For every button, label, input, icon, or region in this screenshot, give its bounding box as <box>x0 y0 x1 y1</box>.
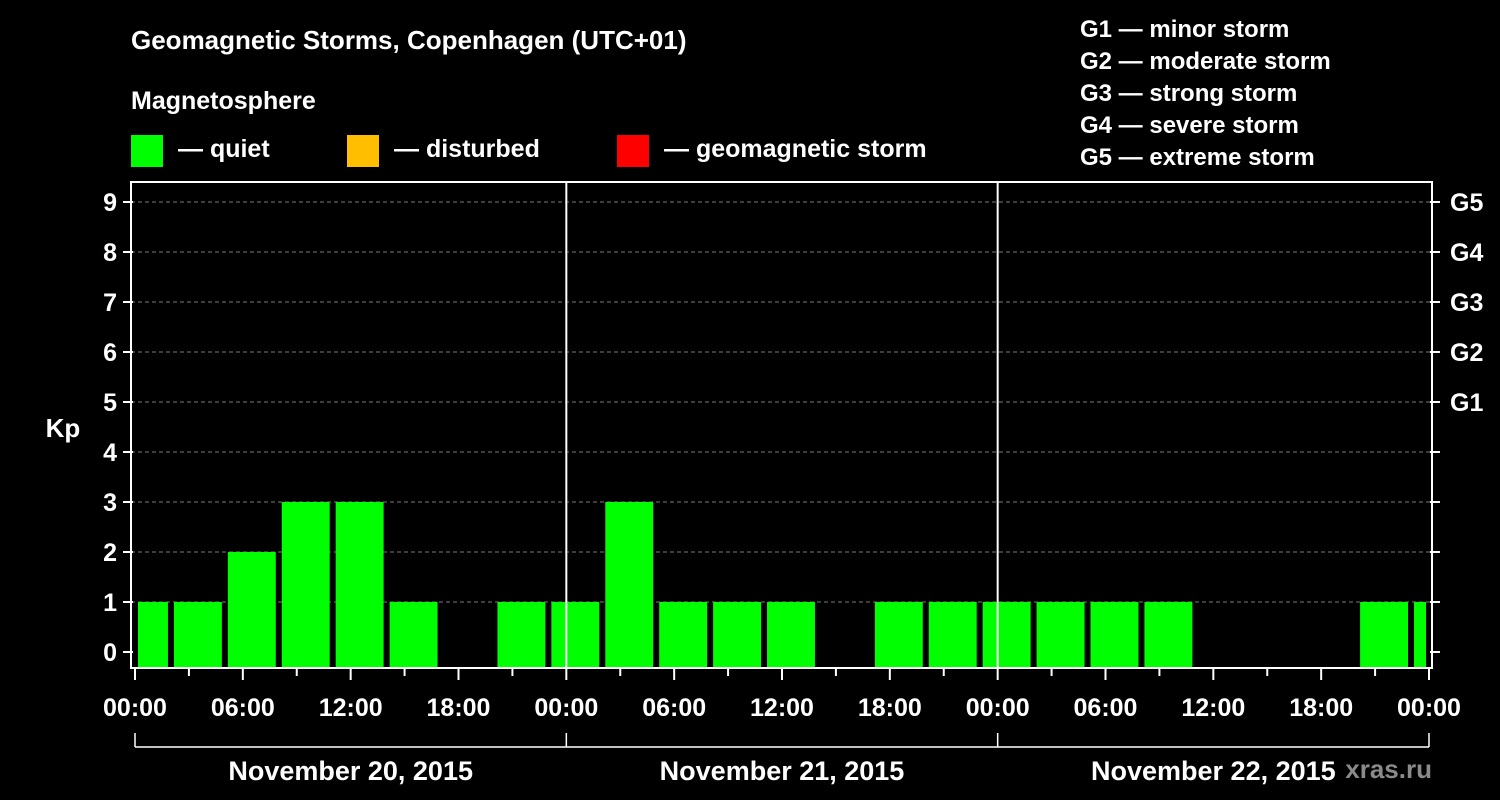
chart-marks: 0 1 2 3 4 5 6 7 8 9 G1 G2 G3 G4 G5 00:00 06:00 12:00 18:00… <box>103 181 1483 786</box>
legend-label-quiet: — quiet <box>178 135 270 163</box>
y-axis-label: Kp <box>46 413 81 443</box>
x-tick-label-1: 06:00 <box>211 694 275 722</box>
bar-17 <box>1144 602 1193 668</box>
x-tick-label-8: 00:00 <box>966 694 1030 722</box>
legend-label-storm: — geomagnetic storm <box>664 135 927 163</box>
right-label-g3: G3 <box>1450 289 1483 317</box>
bar-9 <box>659 602 708 668</box>
x-tick-label-9: 06:00 <box>1074 694 1138 722</box>
x-tick-label-12: 00:00 <box>1397 694 1461 722</box>
bar-7 <box>551 602 600 668</box>
y-tick-label-9: 9 <box>103 189 117 217</box>
bar-12 <box>874 602 923 668</box>
right-label-g5: G5 <box>1450 189 1483 217</box>
y-tick-label-0: 0 <box>103 639 117 667</box>
y-tick-label-1: 1 <box>103 589 117 617</box>
bar-11 <box>767 602 815 668</box>
x-tick-label-0: 00:00 <box>103 694 167 722</box>
bar-4 <box>335 502 384 668</box>
day-label-1: November 21, 2015 <box>660 756 905 786</box>
x-tick-label-7: 18:00 <box>858 694 922 722</box>
storm-scale-g4: G4 — severe storm <box>1080 112 1299 139</box>
right-label-g1: G1 <box>1450 389 1483 417</box>
x-tick-label-11: 18:00 <box>1289 694 1353 722</box>
x-tick-label-6: 12:00 <box>750 694 814 722</box>
bar-5 <box>389 602 438 668</box>
x-tick-label-2: 12:00 <box>319 694 383 722</box>
bar-3 <box>281 502 330 668</box>
y-tick-label-4: 4 <box>103 439 117 467</box>
storm-scale-g1: G1 — minor storm <box>1080 16 1289 43</box>
right-label-g4: G4 <box>1450 239 1483 267</box>
day-label-2: November 22, 2015 <box>1091 756 1336 786</box>
x-tick-label-3: 18:00 <box>427 694 491 722</box>
bar-8 <box>605 502 654 668</box>
storm-scale-g3: G3 — strong storm <box>1080 80 1297 107</box>
legend-label-disturbed: — disturbed <box>394 135 540 163</box>
right-label-g2: G2 <box>1450 339 1483 367</box>
legend-swatch-quiet <box>131 135 163 167</box>
x-tick-label-10: 12:00 <box>1181 694 1245 722</box>
bar-13 <box>928 602 977 668</box>
x-tick-label-5: 06:00 <box>642 694 706 722</box>
chart-title: Geomagnetic Storms, Copenhagen (UTC+01) <box>131 25 686 55</box>
y-tick-label-8: 8 <box>103 239 117 267</box>
y-tick-label-3: 3 <box>103 489 117 517</box>
bar-14 <box>982 602 1031 668</box>
storm-scale-g2: G2 — moderate storm <box>1080 48 1331 75</box>
bar-18 <box>1360 602 1409 668</box>
y-tick-label-2: 2 <box>103 539 117 567</box>
legend-swatch-disturbed <box>347 135 379 167</box>
bar-0 <box>138 602 168 668</box>
watermark: xras.ru <box>1345 754 1432 784</box>
bar-19 <box>1414 602 1426 668</box>
bar-1 <box>173 602 222 668</box>
bar-16 <box>1090 602 1139 668</box>
x-tick-label-4: 00:00 <box>534 694 598 722</box>
legend-swatch-storm <box>617 135 649 167</box>
y-tick-label-5: 5 <box>103 389 117 417</box>
y-tick-label-7: 7 <box>103 289 117 317</box>
bar-15 <box>1036 602 1085 668</box>
y-tick-label-6: 6 <box>103 339 117 367</box>
bar-10 <box>713 602 762 668</box>
legend-heading: Magnetosphere <box>131 87 316 115</box>
bar-6 <box>497 602 546 668</box>
bar-2 <box>227 552 276 668</box>
day-label-0: November 20, 2015 <box>228 756 473 786</box>
storm-scale-g5: G5 — extreme storm <box>1080 144 1315 171</box>
